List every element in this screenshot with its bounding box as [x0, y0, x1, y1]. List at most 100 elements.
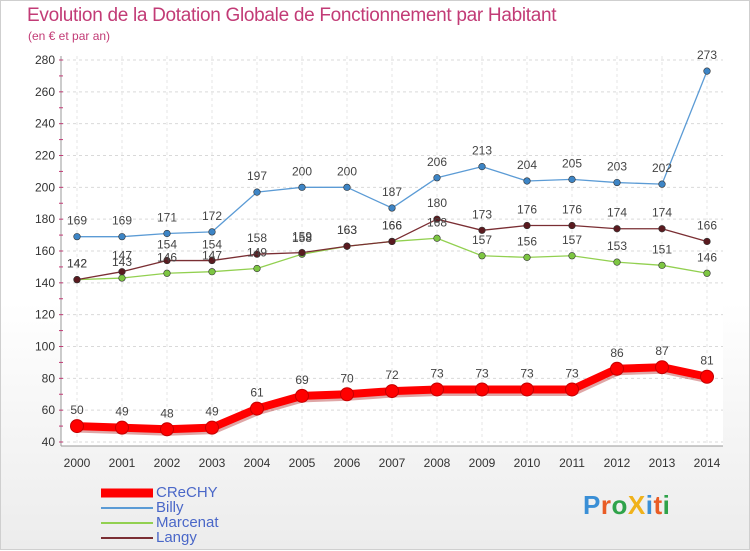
data-label: 147	[112, 249, 132, 263]
data-label: 81	[700, 354, 714, 368]
data-point	[160, 422, 174, 437]
data-label: 169	[67, 214, 87, 228]
data-label: 163	[337, 223, 357, 237]
data-label: 202	[652, 161, 672, 175]
data-label: 72	[385, 368, 399, 382]
x-tick-label: 2004	[244, 456, 271, 470]
data-label: 153	[607, 239, 627, 253]
data-point	[523, 253, 531, 261]
data-point	[658, 261, 666, 269]
data-label: 174	[607, 206, 627, 220]
data-label: 73	[565, 366, 579, 380]
data-label: 149	[247, 246, 267, 260]
data-label: 73	[475, 366, 489, 380]
data-point	[73, 276, 81, 284]
data-label: 166	[382, 218, 402, 232]
legend-label: Langy	[156, 529, 197, 546]
data-label: 203	[607, 160, 627, 174]
data-label: 176	[517, 203, 537, 217]
legend-swatch	[101, 488, 153, 497]
data-point	[523, 177, 531, 185]
x-tick-label: 2007	[379, 456, 406, 470]
data-label: 151	[652, 242, 672, 256]
data-label: 73	[520, 366, 534, 380]
data-point	[568, 221, 576, 230]
x-tick-label: 2001	[109, 456, 136, 470]
data-point	[208, 228, 216, 236]
data-point	[208, 268, 216, 276]
data-label: 143	[112, 255, 132, 269]
data-point	[655, 360, 669, 375]
data-point	[703, 269, 711, 277]
data-label: 169	[112, 214, 132, 228]
y-tick-label: 180	[35, 212, 55, 226]
data-label: 69	[295, 373, 309, 387]
data-point	[478, 226, 486, 234]
data-point	[250, 401, 264, 416]
data-point	[70, 419, 84, 434]
legend-swatch	[101, 506, 153, 509]
x-tick-label: 2009	[469, 456, 496, 470]
legend-label: Marcenat	[156, 514, 219, 531]
data-point	[610, 361, 624, 376]
data-point	[298, 183, 306, 191]
data-label: 154	[202, 238, 222, 252]
data-point	[253, 264, 261, 273]
legend-swatch	[101, 536, 153, 539]
data-point	[208, 256, 216, 265]
data-point	[433, 174, 441, 182]
data-point	[385, 384, 399, 399]
y-tick-label: 40	[42, 435, 56, 449]
data-point	[478, 252, 486, 260]
data-point	[703, 67, 711, 75]
data-point	[205, 420, 219, 435]
x-tick-label: 2006	[334, 456, 361, 470]
data-label: 213	[472, 144, 492, 158]
data-point	[568, 175, 576, 183]
data-label: 158	[247, 231, 267, 245]
data-label: 146	[697, 250, 717, 264]
data-label: 49	[205, 405, 219, 419]
x-tick-label: 2013	[649, 456, 676, 470]
data-label: 142	[67, 257, 87, 271]
x-tick-label: 2010	[514, 456, 541, 470]
data-label: 61	[250, 386, 264, 400]
data-label: 180	[427, 196, 447, 210]
data-point	[295, 388, 309, 403]
data-point	[658, 225, 666, 233]
data-label: 159	[292, 230, 312, 244]
data-label: 173	[472, 207, 492, 221]
data-label: 200	[337, 164, 357, 178]
data-label: 147	[202, 249, 222, 263]
data-label: 49	[115, 405, 129, 419]
data-point	[118, 268, 126, 276]
data-point	[340, 387, 354, 402]
data-label: 206	[427, 155, 447, 169]
y-tick-label: 120	[35, 308, 55, 322]
data-point	[568, 252, 576, 260]
data-point	[163, 269, 171, 277]
legend-label: CReCHY	[156, 484, 218, 501]
data-point	[343, 242, 351, 250]
data-label: 73	[430, 366, 444, 380]
data-label: 146	[157, 250, 177, 264]
y-tick-label: 240	[35, 117, 55, 131]
x-tick-label: 2005	[289, 456, 316, 470]
y-tick-label: 160	[35, 244, 55, 258]
data-label: 156	[517, 234, 537, 248]
y-tick-label: 260	[35, 85, 55, 99]
chart-title: Evolution de la Dotation Globale de Fonc…	[27, 5, 557, 26]
data-label: 142	[67, 257, 87, 271]
chart-subtitle: (en € et par an)	[28, 29, 111, 43]
data-point	[613, 258, 621, 266]
data-label: 154	[157, 238, 177, 252]
legend-label: Billy	[156, 499, 184, 516]
data-point	[565, 382, 579, 397]
data-point	[73, 233, 81, 241]
data-label: 157	[472, 233, 492, 247]
proxiti-logo: ProXiti	[583, 490, 671, 520]
y-tick-label: 60	[42, 403, 56, 417]
data-label: 48	[160, 406, 174, 420]
